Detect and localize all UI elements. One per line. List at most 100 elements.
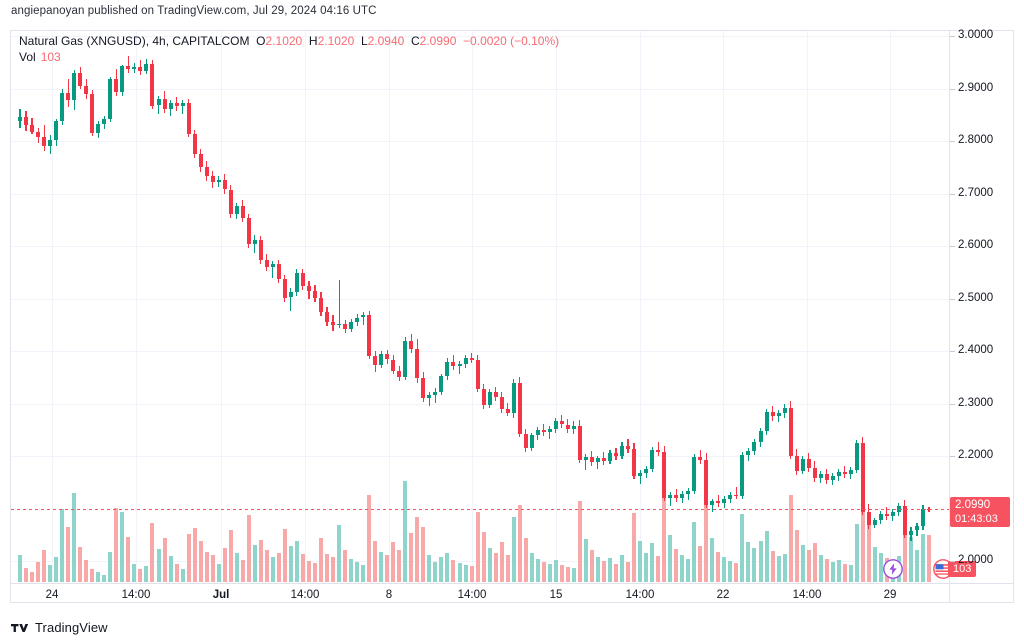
candle-body	[818, 473, 823, 479]
candle-wick	[127, 56, 129, 73]
volume-bar	[433, 561, 438, 582]
candle-body	[18, 117, 22, 122]
volume-bar	[108, 551, 113, 582]
volume-bar	[626, 561, 630, 582]
candle-body	[84, 85, 89, 94]
candle-body	[836, 471, 841, 476]
volume-bar	[445, 553, 450, 582]
volume-bar	[156, 548, 161, 582]
candle-body	[896, 506, 901, 512]
volume-bar	[84, 559, 89, 582]
current-price-badge[interactable]: 2.0990 01:43:03	[950, 497, 1010, 527]
volume-bar	[668, 534, 673, 582]
candle-wick	[272, 260, 274, 278]
candle-body	[902, 506, 907, 535]
candle-body	[427, 395, 432, 399]
volume-bar	[66, 526, 71, 582]
price-axis-tick	[950, 89, 955, 90]
candle-body	[559, 421, 564, 425]
gridline-vertical	[52, 31, 53, 583]
volume-bar	[848, 564, 853, 582]
volume-bar	[252, 545, 257, 582]
volume-legend-label: Vol	[19, 50, 36, 64]
candle-body	[589, 457, 594, 463]
volume-bar	[710, 537, 715, 582]
current-price-line	[11, 509, 949, 510]
candle-body	[794, 456, 799, 471]
legend-symbol[interactable]: Natural Gas (XNGUSD), 4h, CAPITALCOM	[19, 34, 250, 48]
candle-body	[66, 92, 71, 101]
volume-badge[interactable]: 103	[948, 561, 977, 577]
published-byline: angiepanoyan published on TradingView.co…	[11, 5, 377, 17]
candle-body	[114, 79, 119, 92]
gridline-vertical	[136, 31, 137, 583]
candle-body	[313, 291, 317, 298]
chart-plot-area[interactable]	[11, 31, 949, 583]
volume-bar	[421, 526, 426, 582]
candle-body	[120, 65, 125, 92]
volume-bar	[758, 540, 763, 582]
tradingview-logo-icon	[11, 623, 29, 632]
candle-body	[752, 442, 757, 451]
candle-body	[577, 425, 582, 461]
gridline-horizontal	[11, 456, 949, 457]
volume-bar	[782, 554, 787, 582]
candle-wick	[657, 442, 659, 456]
candle-body	[240, 206, 245, 218]
volume-bar	[547, 563, 552, 582]
volume-bar	[656, 556, 661, 582]
candle-body	[451, 361, 456, 366]
candle-body	[439, 376, 444, 392]
candle-body	[662, 451, 667, 498]
candle-body	[553, 421, 558, 429]
candle-body	[595, 458, 600, 463]
candle-body	[36, 131, 41, 137]
candle-body	[746, 450, 751, 455]
volume-bar	[288, 546, 293, 582]
volume-bar	[824, 558, 829, 582]
candle-body	[30, 125, 34, 132]
candle-body	[638, 472, 643, 476]
gridline-vertical	[221, 31, 222, 583]
tradingview-logo[interactable]: TradingView	[11, 620, 108, 635]
price-axis-label: 2.4000	[958, 344, 994, 356]
volume-bar	[559, 565, 564, 582]
time-axis-label: 14:00	[457, 589, 487, 601]
candle-body	[656, 449, 661, 452]
candle-wick	[597, 456, 599, 469]
gridline-horizontal	[11, 89, 949, 90]
candle-body	[258, 239, 263, 260]
candle-body	[337, 323, 342, 325]
candle-body	[626, 445, 630, 449]
candle-body	[379, 354, 384, 365]
volume-bar	[764, 531, 769, 582]
candle-body	[866, 511, 871, 526]
volume-bar	[409, 533, 414, 582]
volume-bar	[349, 558, 354, 582]
tradingview-brand-text: TradingView	[35, 620, 108, 635]
time-axis-label: 24	[45, 589, 59, 601]
candle-body	[307, 286, 311, 292]
candle-body	[776, 413, 781, 417]
candle-body	[373, 356, 378, 365]
volume-legend-value: 103	[40, 50, 61, 64]
gridline-vertical	[640, 31, 641, 583]
candle-body	[397, 371, 402, 378]
volume-bar	[902, 508, 907, 582]
candle-wick	[711, 499, 713, 512]
lightning-bolt-icon[interactable]	[882, 558, 904, 580]
volume-bar	[276, 552, 281, 582]
candle-body	[571, 425, 576, 429]
candle-body	[210, 175, 215, 183]
candle-body	[96, 124, 101, 133]
time-axis-label: 29	[883, 589, 897, 601]
candle-body	[758, 430, 763, 443]
legend-low-label: L	[360, 34, 368, 48]
volume-bar	[120, 511, 125, 582]
candle-wick	[735, 486, 737, 500]
price-axis-label: 2.8000	[958, 134, 994, 146]
candle-body	[716, 501, 721, 504]
price-axis-label: 3.0000	[958, 29, 994, 41]
candle-body	[740, 455, 745, 496]
